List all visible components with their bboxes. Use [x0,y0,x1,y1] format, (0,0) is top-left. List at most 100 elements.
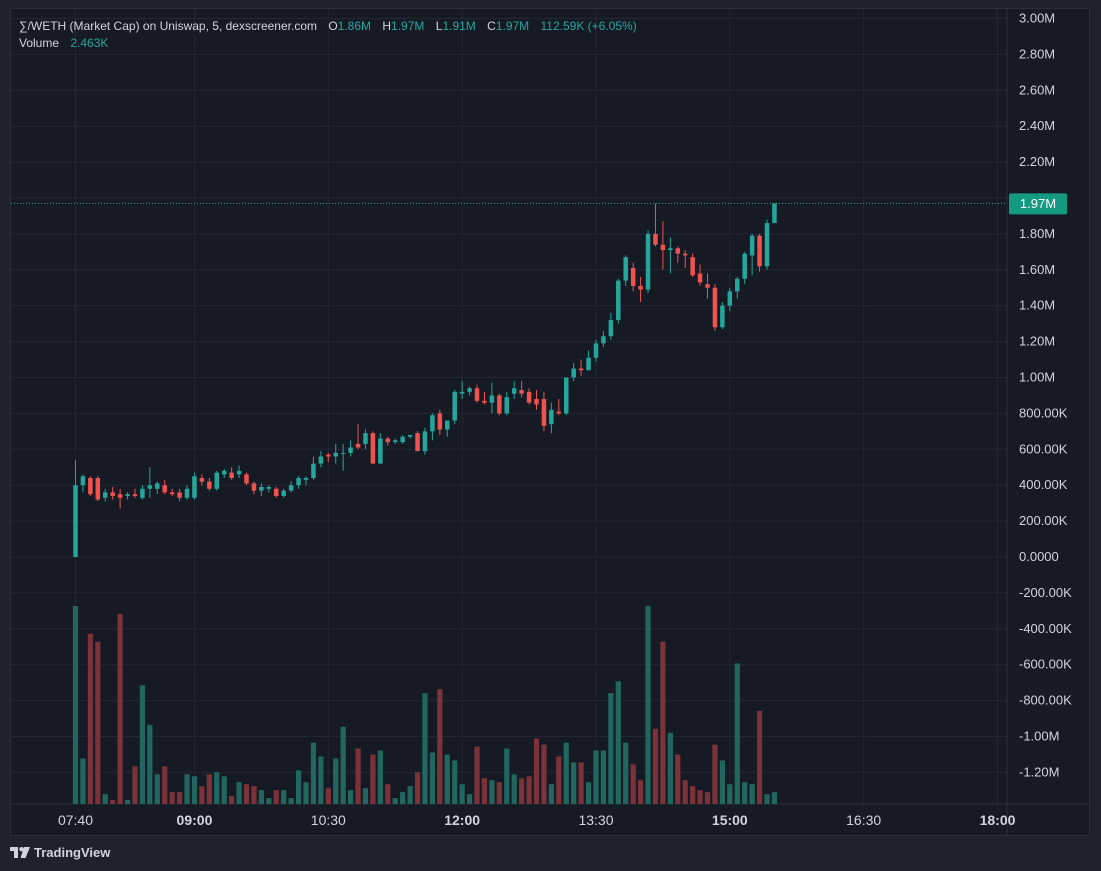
candle-body [80,476,86,486]
volume-bar [437,689,443,804]
volume-bar [273,790,279,804]
candle-body [340,452,346,454]
candle-body [400,436,405,443]
candle [437,409,443,435]
volume-label: Volume [19,36,60,50]
close-value: 1.97M [495,19,530,33]
candle-body [556,411,562,414]
candle [184,485,190,500]
candle [445,420,450,437]
volume-bar [169,792,175,804]
volume-bar [578,762,584,804]
candle [452,390,457,425]
volume-bar [303,782,309,804]
candle-body [274,488,279,496]
candle [110,486,115,500]
volume-bar [139,685,146,804]
price-tick-label: 2.20M [1019,154,1055,169]
volume-bar [571,762,577,804]
legend-row-ohlc: ∑/WETH (Market Cap) on Uniswap, 5, dexsc… [19,18,637,35]
candle-body [348,447,353,453]
price-tick-label: -1.00M [1019,729,1059,744]
volume-bar [199,786,205,804]
candle [214,470,220,491]
candle-body [712,287,718,328]
candle [660,221,666,270]
candle-body [407,434,413,437]
price-tick-label: 200.00K [1019,513,1068,528]
volume-bar [80,758,86,804]
time-tick-label: 10:30 [311,812,346,828]
candle-body [749,235,755,256]
volume-bar [712,744,718,804]
candle [207,478,212,491]
volume-bar [154,774,160,804]
candle-body [73,485,78,557]
chart-legend: ∑/WETH (Market Cap) on Uniswap, 5, dexsc… [19,18,637,52]
volume-bar [422,693,428,804]
candle [95,476,101,502]
candle [73,460,78,557]
candle-body [742,253,747,279]
candle [199,474,205,486]
candle [422,427,428,455]
candle [318,451,324,468]
candle-body [445,420,450,430]
candle [749,233,755,276]
volume-bar [637,780,644,804]
candle-body [259,486,264,491]
candle [682,250,688,269]
volume-bar [660,641,666,804]
candle [251,481,257,495]
candle-body [214,472,220,489]
volume-bar [295,770,302,804]
volume-bar [764,794,770,804]
volume-bar [608,693,614,804]
volume-bar [704,792,711,804]
volume-bar [459,784,465,804]
volume-bar [414,772,421,804]
candle [162,479,167,495]
price-tick-label: 3.00M [1019,11,1055,26]
chart-panel[interactable]: 3.00M 2.80M 2.60M 2.40M 2.20M 1.80M 1.60M 1.40M… [10,8,1090,836]
volume-bar [734,663,740,804]
candlestick-chart[interactable]: 3.00M 2.80M 2.60M 2.40M 2.20M 1.80M 1.60M 1.40M… [11,9,1090,836]
candle-body [630,268,636,286]
candle [303,476,309,486]
candle [132,488,138,498]
candle-body [177,492,182,498]
volume-bar [481,778,488,804]
candle-body [571,368,576,378]
candle [601,330,606,347]
volume-bar [333,758,339,804]
volume-bar [749,784,755,804]
candle [221,469,227,479]
volume-bar [362,788,369,804]
volume-bar [288,798,294,804]
candle-body [511,388,517,394]
candle [155,481,160,495]
candle-body [601,336,606,344]
volume-bar [385,784,391,804]
candle-series [73,203,777,557]
candle-body [489,395,495,403]
volume-bar [511,774,517,804]
volume-bar [124,800,131,804]
time-tick-label: 16:30 [846,812,881,828]
candle-body [311,463,316,479]
volume-bar [229,796,235,804]
volume-bar [652,728,659,804]
tradingview-logo[interactable]: TradingView [10,845,110,860]
volume-bar [102,794,108,804]
candle [88,476,93,496]
volume-bar [474,746,480,804]
volume-bar [519,778,525,804]
volume-bar [377,750,383,804]
candle [296,476,301,489]
tradingview-logo-icon [10,846,30,858]
candle [690,253,695,277]
price-tick-label: 1.20M [1019,334,1055,349]
candle [400,434,405,444]
candle-body [757,235,762,267]
legend-row-volume: Volume 2.463K [19,35,637,52]
